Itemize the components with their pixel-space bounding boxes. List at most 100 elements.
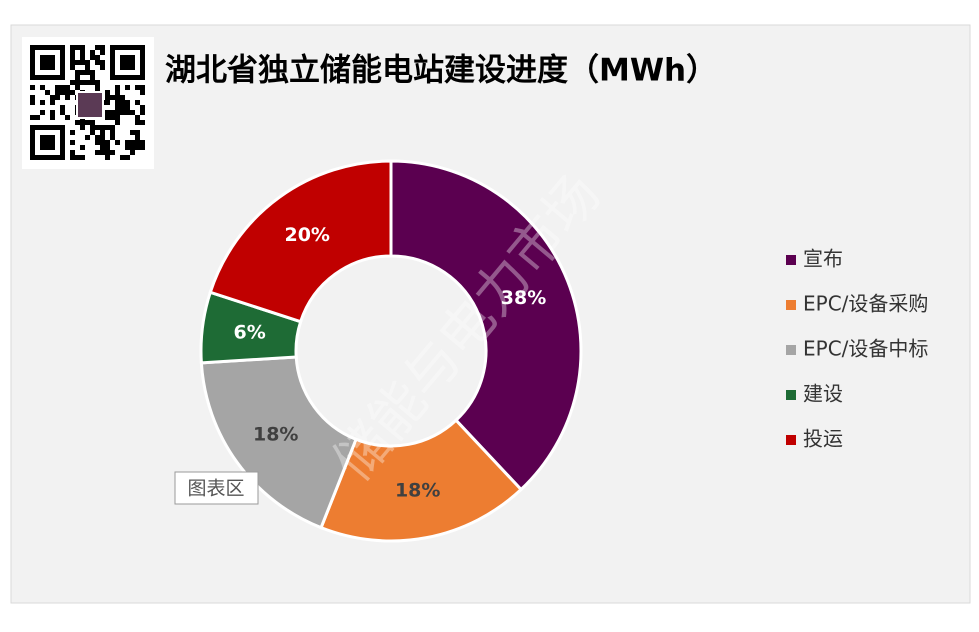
qr-cell (40, 135, 45, 140)
qr-cell (75, 85, 80, 90)
qr-cell (120, 155, 125, 160)
qr-cell (50, 55, 55, 60)
qr-cell (75, 45, 80, 50)
qr-cell (90, 120, 95, 125)
qr-cell (40, 140, 45, 145)
qr-cell (75, 60, 80, 65)
qr-cell (100, 130, 105, 135)
qr-cell (60, 125, 65, 130)
qr-cell (100, 50, 105, 55)
qr-cell (60, 75, 65, 80)
qr-cell (85, 70, 90, 75)
qr-cell (120, 75, 125, 80)
qr-cell (35, 125, 40, 130)
qr-cell (135, 85, 140, 90)
qr-cell (140, 55, 145, 60)
qr-cell (35, 115, 40, 120)
qr-cell (75, 70, 80, 75)
qr-cell (105, 115, 110, 120)
qr-cell (120, 95, 125, 100)
qr-cell (135, 130, 140, 135)
qr-cell (120, 60, 125, 65)
qr-cell (75, 155, 80, 160)
qr-cell (100, 140, 105, 145)
qr-cell (60, 130, 65, 135)
qr-cell (110, 65, 115, 70)
qr-cell (75, 120, 80, 125)
qr-cell (105, 145, 110, 150)
qr-cell (80, 45, 85, 50)
qr-cell (60, 140, 65, 145)
qr-cell (40, 110, 45, 115)
qr-cell (130, 65, 135, 70)
qr-cell (85, 60, 90, 65)
qr-cell (30, 65, 35, 70)
qr-cell (125, 85, 130, 90)
qr-cell (105, 100, 110, 105)
donut (199, 159, 583, 543)
qr-cell (70, 155, 75, 160)
qr-cell (130, 75, 135, 80)
qr-cell (75, 75, 80, 80)
qr-cell (65, 95, 70, 100)
qr-cell (125, 105, 130, 110)
qr-cell (45, 155, 50, 160)
qr-cell (30, 150, 35, 155)
qr-cell (135, 120, 140, 125)
data-label: 6% (233, 322, 265, 344)
qr-cell (140, 60, 145, 65)
qr-cell (130, 150, 135, 155)
qr-cell (95, 85, 100, 90)
qr-cell (40, 65, 45, 70)
qr-cell (140, 75, 145, 80)
qr-cell (110, 95, 115, 100)
qr-cell (140, 110, 145, 115)
qr-cell (90, 55, 95, 60)
qr-cell (85, 120, 90, 125)
qr-cell (80, 80, 85, 85)
qr-cell (95, 45, 100, 50)
qr-cell (80, 70, 85, 75)
qr-cell (110, 45, 115, 50)
qr-cell (115, 90, 120, 95)
legend-label: EPC/设备采购 (803, 292, 928, 316)
qr-cell (125, 75, 130, 80)
qr-cell (135, 100, 140, 105)
qr-cell (95, 140, 100, 145)
qr-cell (30, 145, 35, 150)
qr-cell (130, 60, 135, 65)
qr-logo (76, 91, 104, 119)
qr-cell (110, 75, 115, 80)
qr-cell (115, 120, 120, 125)
data-label: 18% (395, 479, 440, 501)
qr-cell (70, 50, 75, 55)
qr-code (30, 45, 145, 160)
qr-cell (60, 90, 65, 95)
qr-cell (95, 125, 100, 130)
qr-cell (120, 100, 125, 105)
qr-cell (60, 155, 65, 160)
qr-cell (30, 100, 35, 105)
qr-cell (100, 125, 105, 130)
qr-cell (35, 75, 40, 80)
qr-cell (60, 85, 65, 90)
qr-cell (70, 80, 75, 85)
qr-cell (50, 75, 55, 80)
qr-cell (90, 130, 95, 135)
qr-cell (75, 80, 80, 85)
qr-cell (140, 140, 145, 145)
qr-cell (125, 110, 130, 115)
qr-cell (100, 65, 105, 70)
qr-cell (140, 90, 145, 95)
qr-cell (85, 65, 90, 70)
qr-cell (45, 75, 50, 80)
qr-cell (55, 75, 60, 80)
qr-cell (100, 145, 105, 150)
qr-cell (50, 155, 55, 160)
qr-cell (60, 65, 65, 70)
qr-cell (135, 145, 140, 150)
donut-slice (199, 355, 358, 530)
qr-cell (70, 130, 75, 135)
qr-cell (50, 45, 55, 50)
qr-cell (60, 150, 65, 155)
